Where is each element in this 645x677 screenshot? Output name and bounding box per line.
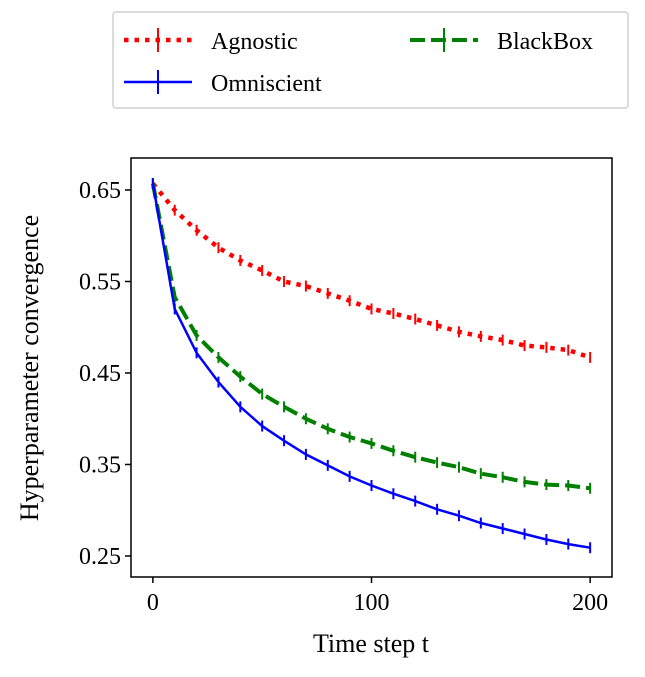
x-tick-label: 100 bbox=[354, 590, 390, 616]
y-tick-label: 0.65 bbox=[79, 178, 121, 204]
y-tick-label: 0.45 bbox=[79, 361, 121, 387]
legend-entry-omniscient: Omniscient bbox=[124, 70, 322, 97]
plot-frame bbox=[130, 157, 613, 578]
line-omniscient bbox=[151, 183, 591, 549]
x-axis-label: Time step t bbox=[313, 629, 430, 658]
line-agnostic bbox=[151, 182, 591, 360]
legend: Agnostic Omniscient BlackBox bbox=[112, 11, 629, 109]
legend-label-blackbox: BlackBox bbox=[497, 29, 593, 55]
legend-entry-blackbox: BlackBox bbox=[410, 28, 593, 55]
series-agnostic bbox=[151, 178, 592, 363]
series-blackbox bbox=[150, 178, 592, 494]
x-tick-label: 0 bbox=[147, 590, 159, 616]
y-tick-label: 0.25 bbox=[79, 544, 121, 570]
legend-label-omniscient: Omniscient bbox=[211, 71, 322, 97]
y-axis-label: Hyperparameter convergence bbox=[15, 215, 44, 521]
y-tick-label: 0.55 bbox=[79, 270, 121, 296]
y-tick-label: 0.35 bbox=[79, 452, 121, 478]
x-tick-label: 200 bbox=[572, 590, 608, 616]
legend-entry-agnostic: Agnostic bbox=[124, 28, 298, 55]
legend-label-agnostic: Agnostic bbox=[211, 29, 298, 55]
legend-frame bbox=[112, 11, 629, 109]
series-omniscient bbox=[151, 178, 592, 554]
